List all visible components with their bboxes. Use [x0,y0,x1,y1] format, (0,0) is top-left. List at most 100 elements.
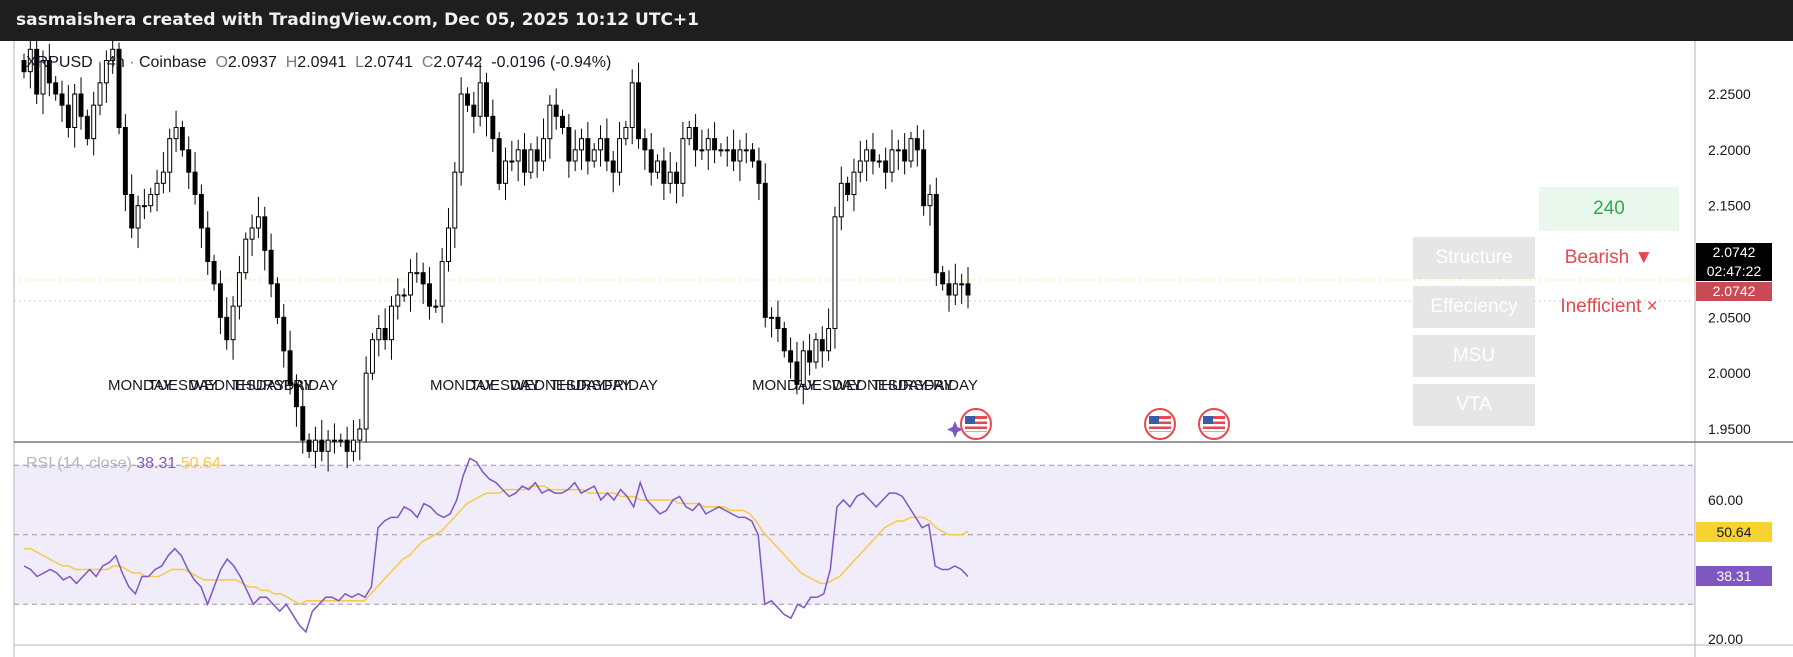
candle[interactable] [338,439,344,442]
candle[interactable] [471,104,477,117]
candle[interactable] [737,149,743,162]
candle[interactable] [826,328,832,352]
candle[interactable] [484,82,489,117]
candle[interactable] [477,82,483,117]
candle[interactable] [940,272,946,285]
candle[interactable] [959,283,965,286]
candle[interactable] [800,350,806,385]
us-flag-icon[interactable] [1144,408,1176,440]
candle[interactable] [192,171,198,196]
candle[interactable] [122,127,128,195]
candle[interactable] [883,160,889,173]
rsi-legend[interactable]: RSI (14, close) 38.31 50.64 [26,455,221,473]
candle[interactable] [914,138,920,151]
candle[interactable] [40,60,46,95]
candle[interactable] [927,194,933,207]
candle[interactable] [610,160,616,173]
candle[interactable] [731,149,737,162]
candle[interactable] [369,339,375,374]
candle[interactable] [116,48,122,128]
candle[interactable] [186,149,192,173]
candle[interactable] [838,182,844,218]
candle[interactable] [350,439,356,452]
candle[interactable] [110,48,116,61]
candle[interactable] [446,227,451,262]
candle[interactable] [712,138,718,151]
candle[interactable] [72,93,78,128]
candle[interactable] [604,138,610,162]
candle[interactable] [705,138,711,151]
candle[interactable] [680,138,686,184]
candle[interactable] [788,350,794,363]
candle[interactable] [160,171,166,184]
candle[interactable] [465,93,470,106]
candle[interactable] [91,104,97,140]
candle[interactable] [629,82,635,128]
candle[interactable] [762,182,768,318]
candle[interactable] [249,227,255,240]
candle[interactable] [889,149,895,173]
candle[interactable] [236,272,242,307]
candle[interactable] [167,138,173,173]
candle[interactable] [217,283,223,318]
candle[interactable] [268,249,274,285]
candle[interactable] [769,316,775,319]
candle[interactable] [293,383,299,408]
candle[interactable] [205,227,211,262]
candle[interactable] [274,283,280,318]
candle[interactable] [534,149,540,162]
candle[interactable] [870,149,876,162]
candle[interactable] [312,439,318,452]
candle[interactable] [851,171,857,196]
candle[interactable] [129,194,135,229]
candle[interactable] [21,60,27,73]
candle[interactable] [414,272,420,275]
candle[interactable] [262,216,268,251]
candle[interactable] [832,216,838,329]
candle[interactable] [965,283,971,296]
candle[interactable] [344,439,350,452]
candle[interactable] [807,350,813,363]
candle[interactable] [636,82,642,140]
candle[interactable] [179,127,185,151]
candle[interactable] [154,182,160,195]
candle[interactable] [933,194,939,274]
candle[interactable] [648,149,654,173]
candle[interactable] [946,283,952,296]
candle[interactable] [458,93,464,173]
candle[interactable] [674,171,680,184]
candle[interactable] [84,115,90,140]
candle[interactable] [230,305,236,341]
candle[interactable] [623,127,629,140]
candle[interactable] [566,127,572,162]
candle[interactable] [300,406,306,441]
candle[interactable] [642,138,648,151]
candle[interactable] [319,439,325,452]
candle[interactable] [382,328,388,341]
candle[interactable] [78,93,84,117]
candle[interactable] [287,350,293,385]
candle[interactable] [579,138,584,151]
candle[interactable] [395,294,401,307]
candle[interactable] [591,149,597,162]
candle[interactable] [781,328,787,352]
us-flag-icon[interactable] [1198,408,1230,440]
candle[interactable] [661,160,667,184]
candle[interactable] [59,93,65,106]
candle[interactable] [135,205,141,229]
candle[interactable] [528,149,534,173]
candle[interactable] [306,439,312,452]
candle[interactable] [775,316,781,330]
candle[interactable] [724,149,730,152]
candle[interactable] [148,194,154,207]
candle[interactable] [547,104,553,140]
candle[interactable] [813,339,819,363]
candle[interactable] [496,138,502,184]
candle[interactable] [655,160,661,173]
candle[interactable] [585,138,591,162]
candle[interactable] [686,127,692,140]
candle[interactable] [490,115,496,140]
candle[interactable] [408,272,413,296]
candle[interactable] [572,149,578,162]
